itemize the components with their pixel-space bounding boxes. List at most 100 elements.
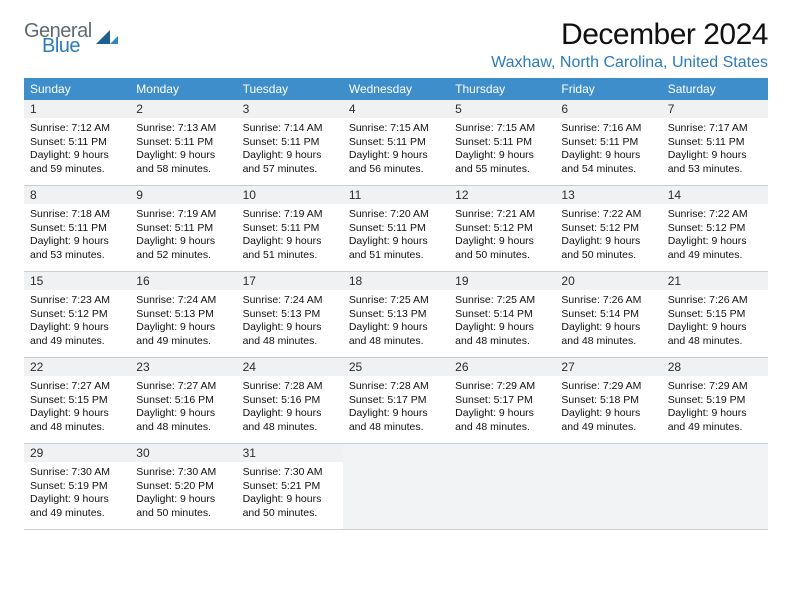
location: Waxhaw, North Carolina, United States (491, 54, 768, 72)
day-info: Sunrise: 7:22 AMSunset: 5:12 PMDaylight:… (555, 204, 661, 269)
day-cell: 26Sunrise: 7:29 AMSunset: 5:17 PMDayligh… (449, 358, 555, 444)
day-number: 15 (24, 272, 130, 290)
sunrise-line: Sunrise: 7:28 AM (349, 380, 443, 394)
day-number: 3 (237, 100, 343, 118)
day-cell: 29Sunrise: 7:30 AMSunset: 5:19 PMDayligh… (24, 444, 130, 530)
day-cell: 3Sunrise: 7:14 AMSunset: 5:11 PMDaylight… (237, 100, 343, 186)
day-info: Sunrise: 7:30 AMSunset: 5:21 PMDaylight:… (237, 462, 343, 527)
daylight-line: Daylight: 9 hours and 50 minutes. (455, 235, 549, 262)
daylight-line: Daylight: 9 hours and 48 minutes. (136, 407, 230, 434)
day-cell: 18Sunrise: 7:25 AMSunset: 5:13 PMDayligh… (343, 272, 449, 358)
day-info: Sunrise: 7:20 AMSunset: 5:11 PMDaylight:… (343, 204, 449, 269)
day-number: 19 (449, 272, 555, 290)
day-info: Sunrise: 7:19 AMSunset: 5:11 PMDaylight:… (130, 204, 236, 269)
day-number: 25 (343, 358, 449, 376)
day-cell: 21Sunrise: 7:26 AMSunset: 5:15 PMDayligh… (662, 272, 768, 358)
sunset-line: Sunset: 5:11 PM (243, 222, 337, 236)
day-cell-empty (343, 444, 449, 530)
day-info: Sunrise: 7:25 AMSunset: 5:14 PMDaylight:… (449, 290, 555, 355)
day-info: Sunrise: 7:15 AMSunset: 5:11 PMDaylight:… (343, 118, 449, 183)
day-info: Sunrise: 7:18 AMSunset: 5:11 PMDaylight:… (24, 204, 130, 269)
day-info: Sunrise: 7:24 AMSunset: 5:13 PMDaylight:… (130, 290, 236, 355)
day-cell: 31Sunrise: 7:30 AMSunset: 5:21 PMDayligh… (237, 444, 343, 530)
day-cell: 10Sunrise: 7:19 AMSunset: 5:11 PMDayligh… (237, 186, 343, 272)
daylight-line: Daylight: 9 hours and 53 minutes. (668, 149, 762, 176)
daylight-line: Daylight: 9 hours and 48 minutes. (349, 321, 443, 348)
sunset-line: Sunset: 5:12 PM (561, 222, 655, 236)
title-block: December 2024 Waxhaw, North Carolina, Un… (491, 18, 768, 72)
day-info: Sunrise: 7:13 AMSunset: 5:11 PMDaylight:… (130, 118, 236, 183)
sunrise-line: Sunrise: 7:19 AM (136, 208, 230, 222)
day-header: Monday (130, 78, 236, 100)
sunrise-line: Sunrise: 7:13 AM (136, 122, 230, 136)
day-number-empty (662, 444, 768, 462)
sunrise-line: Sunrise: 7:26 AM (561, 294, 655, 308)
day-number: 5 (449, 100, 555, 118)
daylight-line: Daylight: 9 hours and 51 minutes. (349, 235, 443, 262)
day-info: Sunrise: 7:27 AMSunset: 5:16 PMDaylight:… (130, 376, 236, 441)
daylight-line: Daylight: 9 hours and 48 minutes. (561, 321, 655, 348)
day-number: 16 (130, 272, 236, 290)
day-number: 11 (343, 186, 449, 204)
day-number: 27 (555, 358, 661, 376)
day-info: Sunrise: 7:28 AMSunset: 5:17 PMDaylight:… (343, 376, 449, 441)
day-number: 31 (237, 444, 343, 462)
sunrise-line: Sunrise: 7:20 AM (349, 208, 443, 222)
sunset-line: Sunset: 5:21 PM (243, 480, 337, 494)
day-info: Sunrise: 7:19 AMSunset: 5:11 PMDaylight:… (237, 204, 343, 269)
day-info: Sunrise: 7:15 AMSunset: 5:11 PMDaylight:… (449, 118, 555, 183)
day-number-empty (343, 444, 449, 462)
day-info: Sunrise: 7:24 AMSunset: 5:13 PMDaylight:… (237, 290, 343, 355)
sunrise-line: Sunrise: 7:22 AM (668, 208, 762, 222)
day-header: Saturday (662, 78, 768, 100)
calendar-grid: SundayMondayTuesdayWednesdayThursdayFrid… (24, 78, 768, 530)
sunrise-line: Sunrise: 7:27 AM (30, 380, 124, 394)
sunrise-line: Sunrise: 7:24 AM (136, 294, 230, 308)
day-cell: 19Sunrise: 7:25 AMSunset: 5:14 PMDayligh… (449, 272, 555, 358)
day-cell-empty (555, 444, 661, 530)
daylight-line: Daylight: 9 hours and 48 minutes. (243, 407, 337, 434)
sunrise-line: Sunrise: 7:30 AM (243, 466, 337, 480)
day-info: Sunrise: 7:21 AMSunset: 5:12 PMDaylight:… (449, 204, 555, 269)
sunrise-line: Sunrise: 7:14 AM (243, 122, 337, 136)
sunrise-line: Sunrise: 7:29 AM (668, 380, 762, 394)
day-info: Sunrise: 7:22 AMSunset: 5:12 PMDaylight:… (662, 204, 768, 269)
sunset-line: Sunset: 5:11 PM (30, 136, 124, 150)
daylight-line: Daylight: 9 hours and 49 minutes. (668, 407, 762, 434)
sunrise-line: Sunrise: 7:27 AM (136, 380, 230, 394)
day-info: Sunrise: 7:29 AMSunset: 5:19 PMDaylight:… (662, 376, 768, 441)
day-header: Friday (555, 78, 661, 100)
sunset-line: Sunset: 5:12 PM (668, 222, 762, 236)
sunset-line: Sunset: 5:20 PM (136, 480, 230, 494)
sunrise-line: Sunrise: 7:15 AM (349, 122, 443, 136)
sunset-line: Sunset: 5:15 PM (30, 394, 124, 408)
sunset-line: Sunset: 5:18 PM (561, 394, 655, 408)
day-header: Thursday (449, 78, 555, 100)
sunset-line: Sunset: 5:19 PM (668, 394, 762, 408)
day-number: 18 (343, 272, 449, 290)
day-info: Sunrise: 7:29 AMSunset: 5:17 PMDaylight:… (449, 376, 555, 441)
day-header: Sunday (24, 78, 130, 100)
day-number: 22 (24, 358, 130, 376)
sunset-line: Sunset: 5:11 PM (561, 136, 655, 150)
day-number: 7 (662, 100, 768, 118)
sunrise-line: Sunrise: 7:16 AM (561, 122, 655, 136)
day-info: Sunrise: 7:28 AMSunset: 5:16 PMDaylight:… (237, 376, 343, 441)
sunrise-line: Sunrise: 7:15 AM (455, 122, 549, 136)
day-number: 8 (24, 186, 130, 204)
sunrise-line: Sunrise: 7:26 AM (668, 294, 762, 308)
day-cell: 20Sunrise: 7:26 AMSunset: 5:14 PMDayligh… (555, 272, 661, 358)
sunset-line: Sunset: 5:16 PM (243, 394, 337, 408)
daylight-line: Daylight: 9 hours and 58 minutes. (136, 149, 230, 176)
day-cell: 14Sunrise: 7:22 AMSunset: 5:12 PMDayligh… (662, 186, 768, 272)
day-info: Sunrise: 7:30 AMSunset: 5:20 PMDaylight:… (130, 462, 236, 527)
day-header: Wednesday (343, 78, 449, 100)
day-info: Sunrise: 7:27 AMSunset: 5:15 PMDaylight:… (24, 376, 130, 441)
day-number: 6 (555, 100, 661, 118)
day-info: Sunrise: 7:16 AMSunset: 5:11 PMDaylight:… (555, 118, 661, 183)
day-cell: 4Sunrise: 7:15 AMSunset: 5:11 PMDaylight… (343, 100, 449, 186)
sunrise-line: Sunrise: 7:28 AM (243, 380, 337, 394)
day-cell-empty (662, 444, 768, 530)
day-cell: 8Sunrise: 7:18 AMSunset: 5:11 PMDaylight… (24, 186, 130, 272)
daylight-line: Daylight: 9 hours and 59 minutes. (30, 149, 124, 176)
